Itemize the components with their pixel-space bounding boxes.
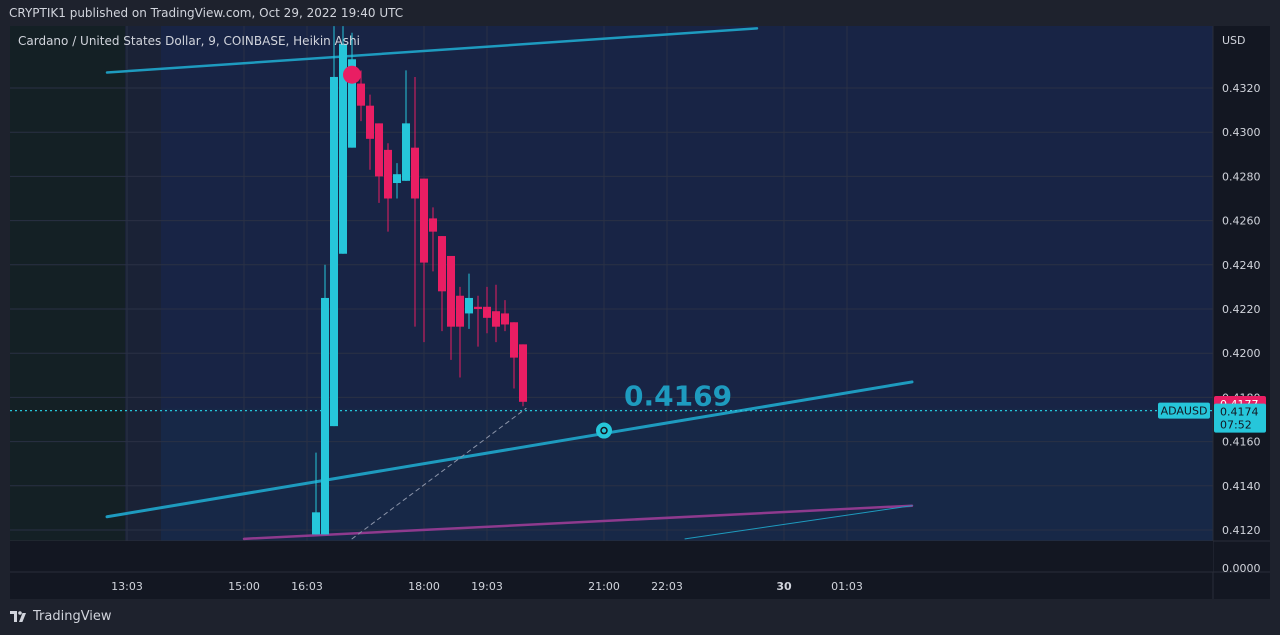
candle-down[interactable]	[492, 284, 500, 343]
time-tick-label: 30	[776, 580, 792, 593]
price-chart[interactable]: 0.4169 USD 0.0000 Cardano / United State…	[10, 26, 1270, 599]
candle-body	[474, 306, 482, 309]
candle-body	[366, 105, 374, 139]
published-by-line: CRYPTIK1 published on TradingView.com, O…	[9, 6, 404, 20]
candle-body	[429, 218, 437, 232]
time-tick-label: 19:03	[471, 580, 503, 593]
candle-up[interactable]	[348, 32, 356, 148]
footer-brand: TradingView	[33, 609, 112, 624]
candle-body	[510, 322, 518, 358]
candle-body	[348, 59, 356, 148]
price-tick-label: 0.4120	[1222, 524, 1261, 537]
annotation-anchor-icon[interactable]	[596, 422, 612, 439]
thin-cyan-line[interactable]	[684, 505, 913, 540]
candle-body	[411, 147, 419, 199]
candle-body	[330, 76, 338, 427]
chart-frame[interactable]: 0.4169 USD 0.0000 Cardano / United State…	[10, 26, 1270, 599]
candle-up[interactable]	[465, 273, 473, 329]
candle-down[interactable]	[375, 123, 383, 203]
symbol-badge[interactable]	[1158, 402, 1210, 419]
price-axis[interactable]	[1213, 26, 1270, 599]
annotation-anchor-center	[600, 426, 608, 435]
candle-body	[384, 149, 392, 199]
candle-body	[321, 297, 329, 535]
candle-body	[357, 83, 365, 106]
candle-down[interactable]	[357, 70, 365, 122]
currency-label: USD	[1222, 34, 1246, 47]
candle-down[interactable]	[483, 286, 491, 334]
price-tick-label: 0.4220	[1222, 303, 1261, 316]
session-shade	[10, 26, 125, 541]
candle-up[interactable]	[402, 70, 410, 181]
candle-body	[456, 295, 464, 327]
annotation-price-text[interactable]: 0.4169	[624, 380, 732, 413]
candle-body	[402, 123, 410, 181]
candle-down[interactable]	[474, 295, 482, 347]
price-tick-label: 0.4140	[1222, 480, 1261, 493]
candle-down[interactable]	[456, 286, 464, 378]
candle-body	[447, 255, 455, 327]
volume-axis-label: 0.0000	[1222, 562, 1261, 575]
support-zone	[161, 408, 1213, 541]
candle-up[interactable]	[339, 26, 347, 254]
candle-body	[420, 178, 428, 263]
candle-body	[375, 123, 383, 177]
price-tick-label: 0.4300	[1222, 126, 1261, 139]
time-tick-label: 21:00	[588, 580, 620, 593]
candle-up[interactable]	[330, 26, 338, 427]
candle-body	[492, 311, 500, 327]
candle-body	[312, 512, 320, 535]
candle-down[interactable]	[411, 76, 419, 327]
time-tick-label: 18:00	[408, 580, 440, 593]
candle-down[interactable]	[420, 178, 428, 343]
purple-trendline[interactable]	[242, 504, 914, 541]
upper-channel-line[interactable]	[105, 27, 759, 74]
price-tick-label: 0.4160	[1222, 436, 1261, 449]
sell-signal-marker[interactable]	[343, 65, 361, 84]
candle-down[interactable]	[429, 207, 437, 272]
volume-pane	[10, 541, 1213, 572]
candle-body	[501, 313, 509, 325]
symbol-title: Cardano / United States Dollar, 9, COINB…	[18, 34, 360, 48]
candle-down[interactable]	[510, 322, 518, 389]
candle-down[interactable]	[438, 236, 446, 332]
symbol-badge-text: ADAUSD	[1161, 405, 1208, 418]
candle-body	[393, 174, 401, 184]
price-tick-label: 0.4240	[1222, 259, 1261, 272]
price-tick-label: 0.4280	[1222, 170, 1261, 183]
candle-up[interactable]	[393, 163, 401, 199]
footer: TradingView	[10, 609, 112, 624]
price-tick-label: 0.4260	[1222, 215, 1261, 228]
candle-down[interactable]	[519, 344, 527, 407]
candle-body	[483, 306, 491, 318]
candle-body	[438, 236, 446, 292]
candle-down[interactable]	[447, 255, 455, 360]
time-tick-label: 01:03	[831, 580, 863, 593]
candle-up[interactable]	[321, 264, 329, 535]
candle-down[interactable]	[366, 94, 374, 170]
time-tick-label: 22:03	[651, 580, 683, 593]
price-tick-label: 0.4200	[1222, 347, 1261, 360]
current-price-badge	[1214, 403, 1266, 433]
tradingview-logo-icon	[10, 610, 27, 623]
candle-up[interactable]	[312, 452, 320, 535]
time-tick-label: 16:03	[291, 580, 323, 593]
time-tick-label: 15:00	[228, 580, 260, 593]
candle-down[interactable]	[501, 300, 509, 332]
current-price-badge-text: 0.4174	[1220, 406, 1259, 419]
candle-body	[465, 297, 473, 314]
bar-countdown-text: 07:52	[1220, 419, 1252, 432]
price-tick-label: 0.4320	[1222, 82, 1261, 95]
time-tick-label: 13:03	[111, 580, 143, 593]
candle-body	[339, 43, 347, 254]
projection-dashed-line[interactable]	[351, 407, 527, 540]
candle-body	[519, 344, 527, 402]
lower-trendline[interactable]	[105, 380, 914, 519]
candle-down[interactable]	[384, 143, 392, 232]
